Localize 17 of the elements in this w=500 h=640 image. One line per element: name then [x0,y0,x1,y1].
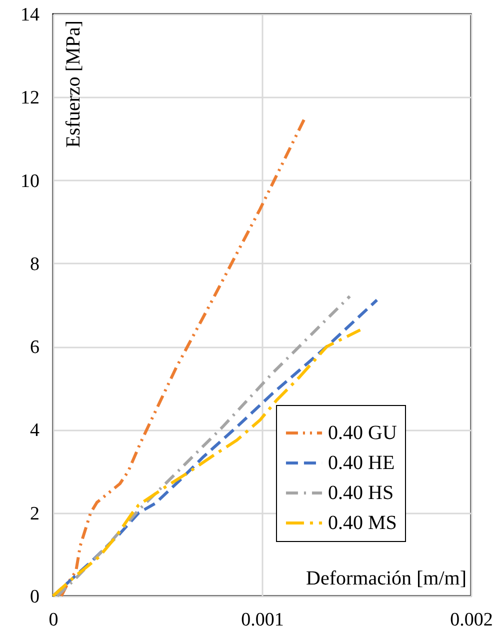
y-axis-title: Esfuerzo [MPa] [62,20,84,148]
legend-label: 0.40 HE [328,452,395,474]
y-tick-label: 12 [20,88,40,109]
y-tick-label: 2 [30,503,40,524]
y-tick-label: 0 [30,586,40,608]
legend-label: 0.40 HS [328,482,394,504]
legend-label: 0.40 GU [328,422,398,444]
y-tick-label: 6 [30,337,40,358]
y-tick-label: 8 [30,254,40,275]
x-axis-title: Deformación [m/m] [306,568,466,590]
y-tick-label: 4 [30,420,40,442]
y-tick-label: 10 [20,170,40,192]
x-tick-label: 0.001 [241,610,284,630]
y-tick-label: 14 [20,4,40,26]
x-tick-label: 0.002 [450,610,493,630]
x-tick-label: 0 [48,610,58,630]
legend-label: 0.40 MS [328,512,397,534]
